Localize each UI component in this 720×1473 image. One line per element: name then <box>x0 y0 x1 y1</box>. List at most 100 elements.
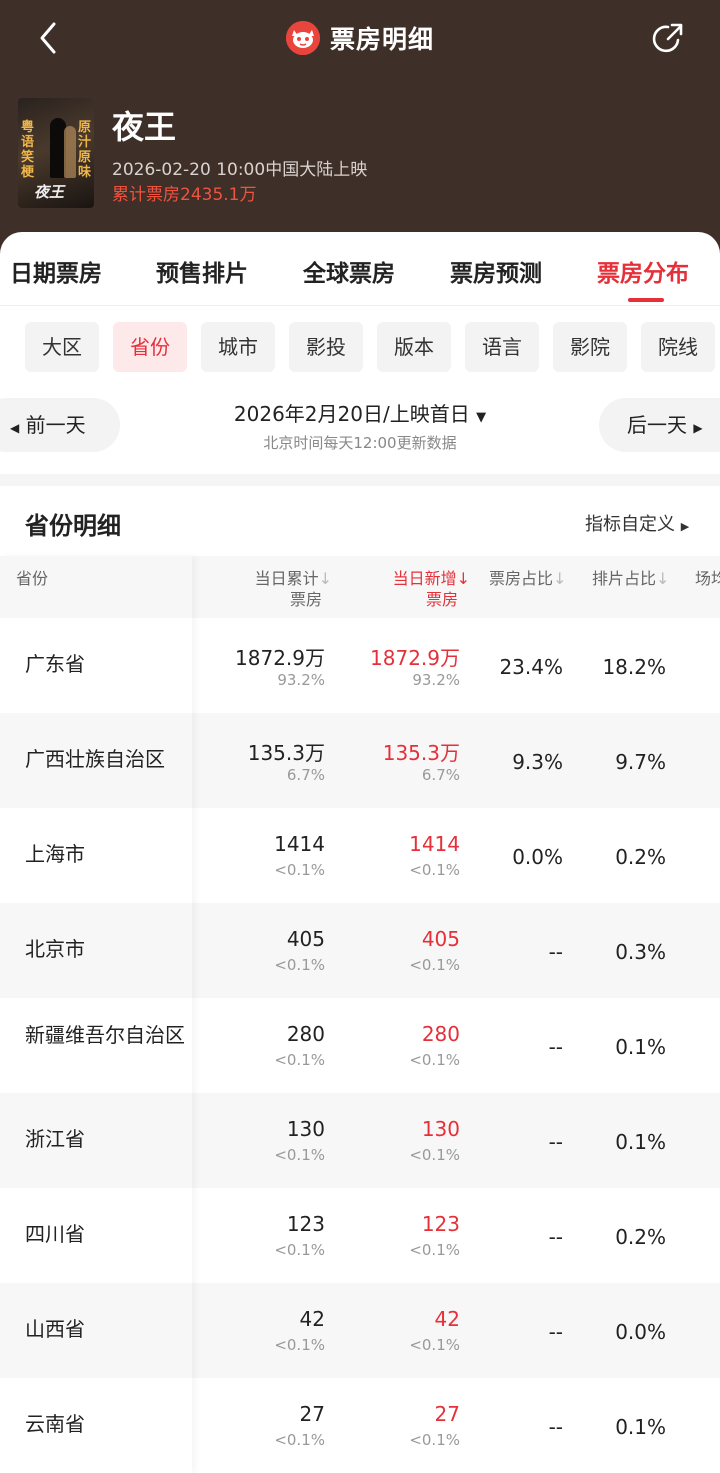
new-box-office: 123 <box>421 1212 460 1236</box>
date-selector[interactable]: 2026年2月20日/上映首日 ▼ <box>0 398 720 427</box>
frozen-column-shadow <box>0 556 192 1473</box>
new-box-office-pct: <0.1% <box>409 1146 460 1164</box>
cum-box-office-pct: <0.1% <box>274 1241 325 1259</box>
cum-box-office-pct: 93.2% <box>277 671 325 689</box>
cum-box-office: 27 <box>299 1402 325 1426</box>
tab-box-office-forecast[interactable]: 票房预测 <box>450 261 542 287</box>
schedule-share: 0.0% <box>615 1320 666 1344</box>
content-card: 日期票房 预售排片 全球票房 票房预测 票房分布 大区 省份 城市 影投 版本 … <box>0 232 720 482</box>
filter-province[interactable]: 省份 <box>113 322 187 372</box>
tab-daily-box-office[interactable]: 日期票房 <box>10 261 102 287</box>
province-name: 山西省 <box>25 1317 85 1341</box>
filter-city[interactable]: 城市 <box>201 322 275 372</box>
caret-left-icon: ◀ <box>10 421 20 435</box>
filter-chain[interactable]: 院线 <box>641 322 715 372</box>
table-row[interactable]: 四川省 123 <0.1% 123 <0.1% -- 0.2% <box>0 1188 720 1283</box>
province-name: 浙江省 <box>25 1127 85 1151</box>
box-office-share: -- <box>548 1225 563 1249</box>
share-button[interactable] <box>648 18 688 58</box>
new-box-office-pct: 93.2% <box>412 671 460 689</box>
table-row[interactable]: 新疆维吾尔自治区 280 <0.1% 280 <0.1% -- 0.1% <box>0 998 720 1093</box>
cum-box-office-pct: <0.1% <box>274 1336 325 1354</box>
section-divider <box>0 474 720 486</box>
schedule-share: 0.3% <box>615 940 666 964</box>
caret-right-icon: ▶ <box>693 421 703 435</box>
share-icon <box>652 23 683 53</box>
new-box-office-pct: <0.1% <box>409 1336 460 1354</box>
schedule-share: 0.1% <box>615 1035 666 1059</box>
province-name: 广西壮族自治区 <box>25 747 165 771</box>
cum-box-office-pct: <0.1% <box>274 1431 325 1449</box>
new-box-office-pct: 6.7% <box>421 766 460 784</box>
table-row[interactable]: 广西壮族自治区 135.3万 6.7% 135.3万 6.7% 9.3% 9.7% <box>0 713 720 808</box>
update-note: 北京时间每天12:00更新数据 <box>263 434 457 452</box>
col-header-cum-box-office[interactable]: 当日累计↓ 票房 <box>254 569 332 609</box>
box-office-share: 0.0% <box>512 845 563 869</box>
schedule-share: 0.1% <box>615 1130 666 1154</box>
filter-language[interactable]: 语言 <box>465 322 539 372</box>
new-box-office-pct: <0.1% <box>409 1431 460 1449</box>
col-header-box-share[interactable]: 票房占比↓ <box>489 569 567 588</box>
col-header-extra[interactable]: 场均 <box>695 569 720 588</box>
sort-active-icon: ↓ <box>456 569 470 588</box>
filter-version[interactable]: 版本 <box>377 322 451 372</box>
prev-day-button[interactable]: ◀ 前一天 <box>0 398 120 452</box>
schedule-share: 0.1% <box>615 1415 666 1439</box>
filter-investor[interactable]: 影投 <box>289 322 363 372</box>
header-background <box>0 0 720 262</box>
col-header-schedule-share[interactable]: 排片占比↓ <box>592 569 670 588</box>
table-row[interactable]: 北京市 405 <0.1% 405 <0.1% -- 0.3% <box>0 903 720 998</box>
tab-bar: 日期票房 预售排片 全球票房 票房预测 票房分布 <box>0 232 720 306</box>
new-box-office-pct: <0.1% <box>409 1241 460 1259</box>
movie-title: 夜王 <box>112 108 177 146</box>
back-button[interactable] <box>30 18 70 58</box>
sort-icon: ↓ <box>318 569 332 588</box>
total-box-office: 累计票房2435.1万 <box>112 185 257 205</box>
box-office-share: -- <box>548 940 563 964</box>
cat-logo-icon <box>285 21 320 55</box>
col-header-new-box-office[interactable]: 当日新增↓ 票房 <box>392 569 470 609</box>
province-name: 云南省 <box>25 1412 85 1436</box>
new-box-office: 405 <box>421 927 460 951</box>
table-row[interactable]: 云南省 27 <0.1% 27 <0.1% -- 0.1% <box>0 1378 720 1473</box>
province-name: 广东省 <box>25 652 85 676</box>
new-box-office: 280 <box>421 1022 460 1046</box>
cum-box-office: 405 <box>286 927 325 951</box>
custom-metrics-link[interactable]: 指标自定义 ▶ <box>585 514 690 535</box>
table-row[interactable]: 上海市 1414 <0.1% 1414 <0.1% 0.0% 0.2% <box>0 808 720 903</box>
schedule-share: 0.2% <box>615 1225 666 1249</box>
tab-presale-schedule[interactable]: 预售排片 <box>156 261 248 287</box>
chevron-left-icon <box>40 22 56 54</box>
filter-region[interactable]: 大区 <box>25 322 99 372</box>
new-box-office-pct: <0.1% <box>409 861 460 879</box>
table-header <box>0 556 720 618</box>
table-row[interactable]: 山西省 42 <0.1% 42 <0.1% -- 0.0% <box>0 1283 720 1378</box>
poster-text-right: 原汁原味 <box>78 120 92 180</box>
province-name: 北京市 <box>25 937 85 961</box>
new-box-office: 42 <box>434 1307 460 1331</box>
movie-poster[interactable]: 粤语笑梗 原汁原味 夜王 <box>18 98 94 208</box>
tab-global-box-office[interactable]: 全球票房 <box>303 261 395 287</box>
schedule-share: 18.2% <box>602 655 666 679</box>
next-day-button[interactable]: 后一天 ▶ <box>599 398 720 452</box>
cum-box-office: 130 <box>286 1117 325 1141</box>
cum-box-office: 42 <box>299 1307 325 1331</box>
cum-box-office-pct: <0.1% <box>274 1051 325 1069</box>
top-bar: 票房明细 <box>0 0 720 80</box>
new-box-office: 27 <box>434 1402 460 1426</box>
col-header-province: 省份 <box>16 569 49 588</box>
cum-box-office: 280 <box>286 1022 325 1046</box>
sort-icon: ↓ <box>553 569 567 588</box>
page-title: 票房明细 <box>329 25 434 54</box>
new-box-office: 1414 <box>409 832 460 856</box>
section-title: 省份明细 <box>25 512 121 540</box>
table-row[interactable]: 广东省 1872.9万 93.2% 1872.9万 93.2% 23.4% 18.2% <box>0 618 720 713</box>
tab-box-office-distribution[interactable]: 票房分布 <box>597 261 689 287</box>
cum-box-office: 1872.9万 <box>235 646 325 670</box>
table-row[interactable]: 浙江省 130 <0.1% 130 <0.1% -- 0.1% <box>0 1093 720 1188</box>
cum-box-office-pct: <0.1% <box>274 956 325 974</box>
cum-box-office: 1414 <box>274 832 325 856</box>
cum-box-office-pct: 6.7% <box>286 766 325 784</box>
filter-cinema[interactable]: 影院 <box>553 322 627 372</box>
caret-down-icon: ▼ <box>476 410 487 425</box>
